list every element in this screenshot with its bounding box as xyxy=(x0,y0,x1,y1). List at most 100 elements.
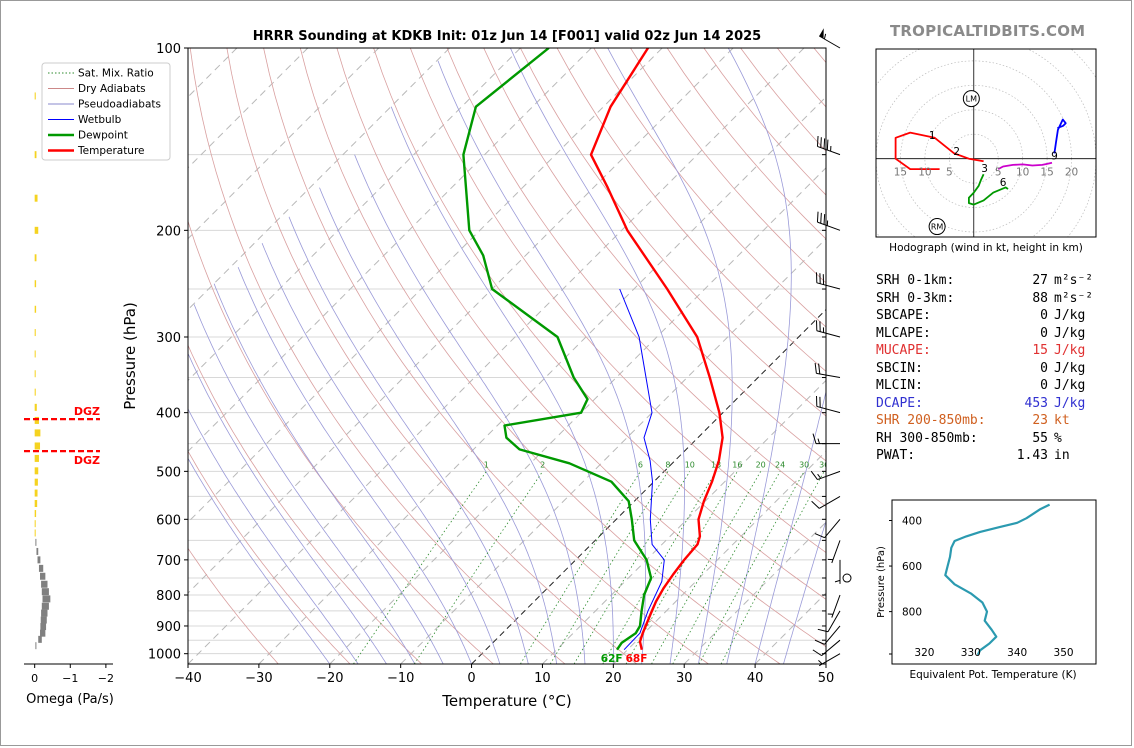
omega-tick-label: 0 xyxy=(31,672,38,685)
stats-unit: % xyxy=(1054,430,1062,446)
wind-barb-half xyxy=(817,438,820,444)
wind-barb xyxy=(827,594,841,618)
pseudoadiabat xyxy=(237,266,472,664)
pseudoadiabat xyxy=(261,243,501,664)
stats-value: 0 xyxy=(1040,325,1048,341)
omega-bar xyxy=(40,572,46,580)
wind-barb-staff xyxy=(827,610,841,632)
stats-row: SBCAPE: 0 J/kg xyxy=(876,307,1096,325)
stats-value: 0 xyxy=(1040,378,1048,393)
wind-barb xyxy=(817,610,841,633)
omega-bar xyxy=(36,547,39,555)
hodograph-trace xyxy=(997,161,1053,170)
wind-barb-half xyxy=(818,659,823,665)
wind-barb-staff xyxy=(824,625,841,645)
theta-e-y-tick-label: 800 xyxy=(902,607,922,619)
dry-adiabat xyxy=(409,48,826,554)
surface-temp-label: 68F xyxy=(626,653,648,665)
wind-barb-full xyxy=(812,433,817,444)
x-tick-label: −40 xyxy=(174,671,201,686)
stats-value: 88 xyxy=(1032,290,1048,306)
y-tick-label: 100 xyxy=(156,42,181,57)
wind-barb-staff xyxy=(818,495,841,509)
wind-barb-full xyxy=(817,628,829,633)
isotherm-line xyxy=(188,48,309,169)
storm-motion-marker xyxy=(928,218,946,236)
stats-unit: m²s⁻² xyxy=(1054,290,1094,306)
theta-e-x-label: Equivalent Pot. Temperature (K) xyxy=(909,669,1076,681)
wind-barb xyxy=(818,653,841,667)
stats-unit: J/kg xyxy=(1054,378,1086,393)
hodograph-height-label: 3 xyxy=(981,163,988,175)
stats-value: 27 xyxy=(1032,273,1048,288)
surface-temp-label: 62F xyxy=(601,653,623,665)
theta-e-plot xyxy=(944,503,1051,656)
stats-row: SBCIN: 0 J/kg xyxy=(876,360,1096,378)
stats-unit: J/kg xyxy=(1054,325,1086,341)
omega-bar xyxy=(34,510,37,518)
stats-row: MLCAPE: 0 J/kg xyxy=(876,325,1096,343)
series-dewpoint xyxy=(462,48,653,651)
x-tick-label: 50 xyxy=(818,671,835,686)
wind-barb-staff xyxy=(818,35,841,49)
pseudoadiabat xyxy=(188,457,331,664)
theta-e-x-tick-label: 330 xyxy=(961,647,981,659)
y-tick-label: 600 xyxy=(156,513,181,528)
mixing-ratio-label: 1 xyxy=(484,460,489,469)
brand-watermark: TROPICALTIDBITS.COM xyxy=(890,22,1086,40)
stats-label: MLCIN: xyxy=(876,378,923,393)
isotherm-line xyxy=(188,48,663,523)
stats-label: PWAT: xyxy=(876,448,916,463)
isotherm-line xyxy=(188,48,805,664)
mixing-ratio-label: 36 xyxy=(819,460,829,469)
x-tick-label: 30 xyxy=(676,671,693,686)
x-tick-label: 10 xyxy=(534,671,551,686)
stats-unit: J/kg xyxy=(1054,360,1086,376)
mixing-ratio-line xyxy=(413,471,543,664)
wind-barb xyxy=(812,639,841,657)
pseudoadiabat xyxy=(607,48,733,664)
storm-motion-label: RM xyxy=(931,223,944,232)
hodograph-ring-label: 15 xyxy=(894,167,907,179)
omega-bar xyxy=(34,194,38,202)
isotherm-line xyxy=(188,48,734,594)
wind-barb-half xyxy=(823,33,827,40)
omega-bar xyxy=(34,416,39,424)
wind-barb-staff xyxy=(824,518,841,539)
x-tick-label: 0 xyxy=(467,671,475,686)
wind-barb-staff xyxy=(821,639,841,657)
theta-e-y-tick-label: 400 xyxy=(902,516,922,528)
omega-bar xyxy=(34,350,36,358)
mixing-ratio-label: 30 xyxy=(799,460,809,469)
hodograph-ring-label: 10 xyxy=(918,167,931,179)
wind-barb xyxy=(816,272,841,290)
dry-adiabat xyxy=(556,48,826,372)
mixing-ratio-line xyxy=(672,471,781,664)
storm-motion-marker xyxy=(962,90,980,108)
dry-adiabat xyxy=(593,48,826,328)
pseudoadiabat xyxy=(437,60,646,664)
y-tick-label: 800 xyxy=(156,589,181,604)
wind-barb xyxy=(818,28,841,49)
stats-table: SRH 0-1km: 27 m²s⁻² SRH 0-3km: 88 m²s⁻² SBCAPE… xyxy=(876,272,1096,465)
y-tick-label: 1000 xyxy=(148,648,181,663)
omega-bar xyxy=(34,92,36,100)
mixing-ratio-line xyxy=(520,471,641,664)
dry-adiabat xyxy=(520,48,826,417)
omega-bar xyxy=(40,623,47,631)
pseudoadiabat xyxy=(754,390,826,664)
wind-barb-half xyxy=(817,473,822,479)
stats-row: RH 300-850mb: 55% xyxy=(876,430,1096,448)
omega-bar xyxy=(34,442,41,450)
y-tick-label: 400 xyxy=(156,407,181,422)
wind-barb xyxy=(816,211,841,231)
hodograph-height-label: 1 xyxy=(929,130,936,142)
omega-bar xyxy=(42,595,51,603)
stats-unit: J/kg xyxy=(1054,395,1086,411)
omega-bar xyxy=(41,602,49,610)
omega-axis-label: Omega (Pa/s) xyxy=(26,692,114,707)
stats-label: DCAPE: xyxy=(876,395,923,411)
wind-barb-staff xyxy=(817,470,841,481)
stats-label: SRH 0-3km: xyxy=(876,290,955,306)
wind-barb xyxy=(816,395,841,414)
